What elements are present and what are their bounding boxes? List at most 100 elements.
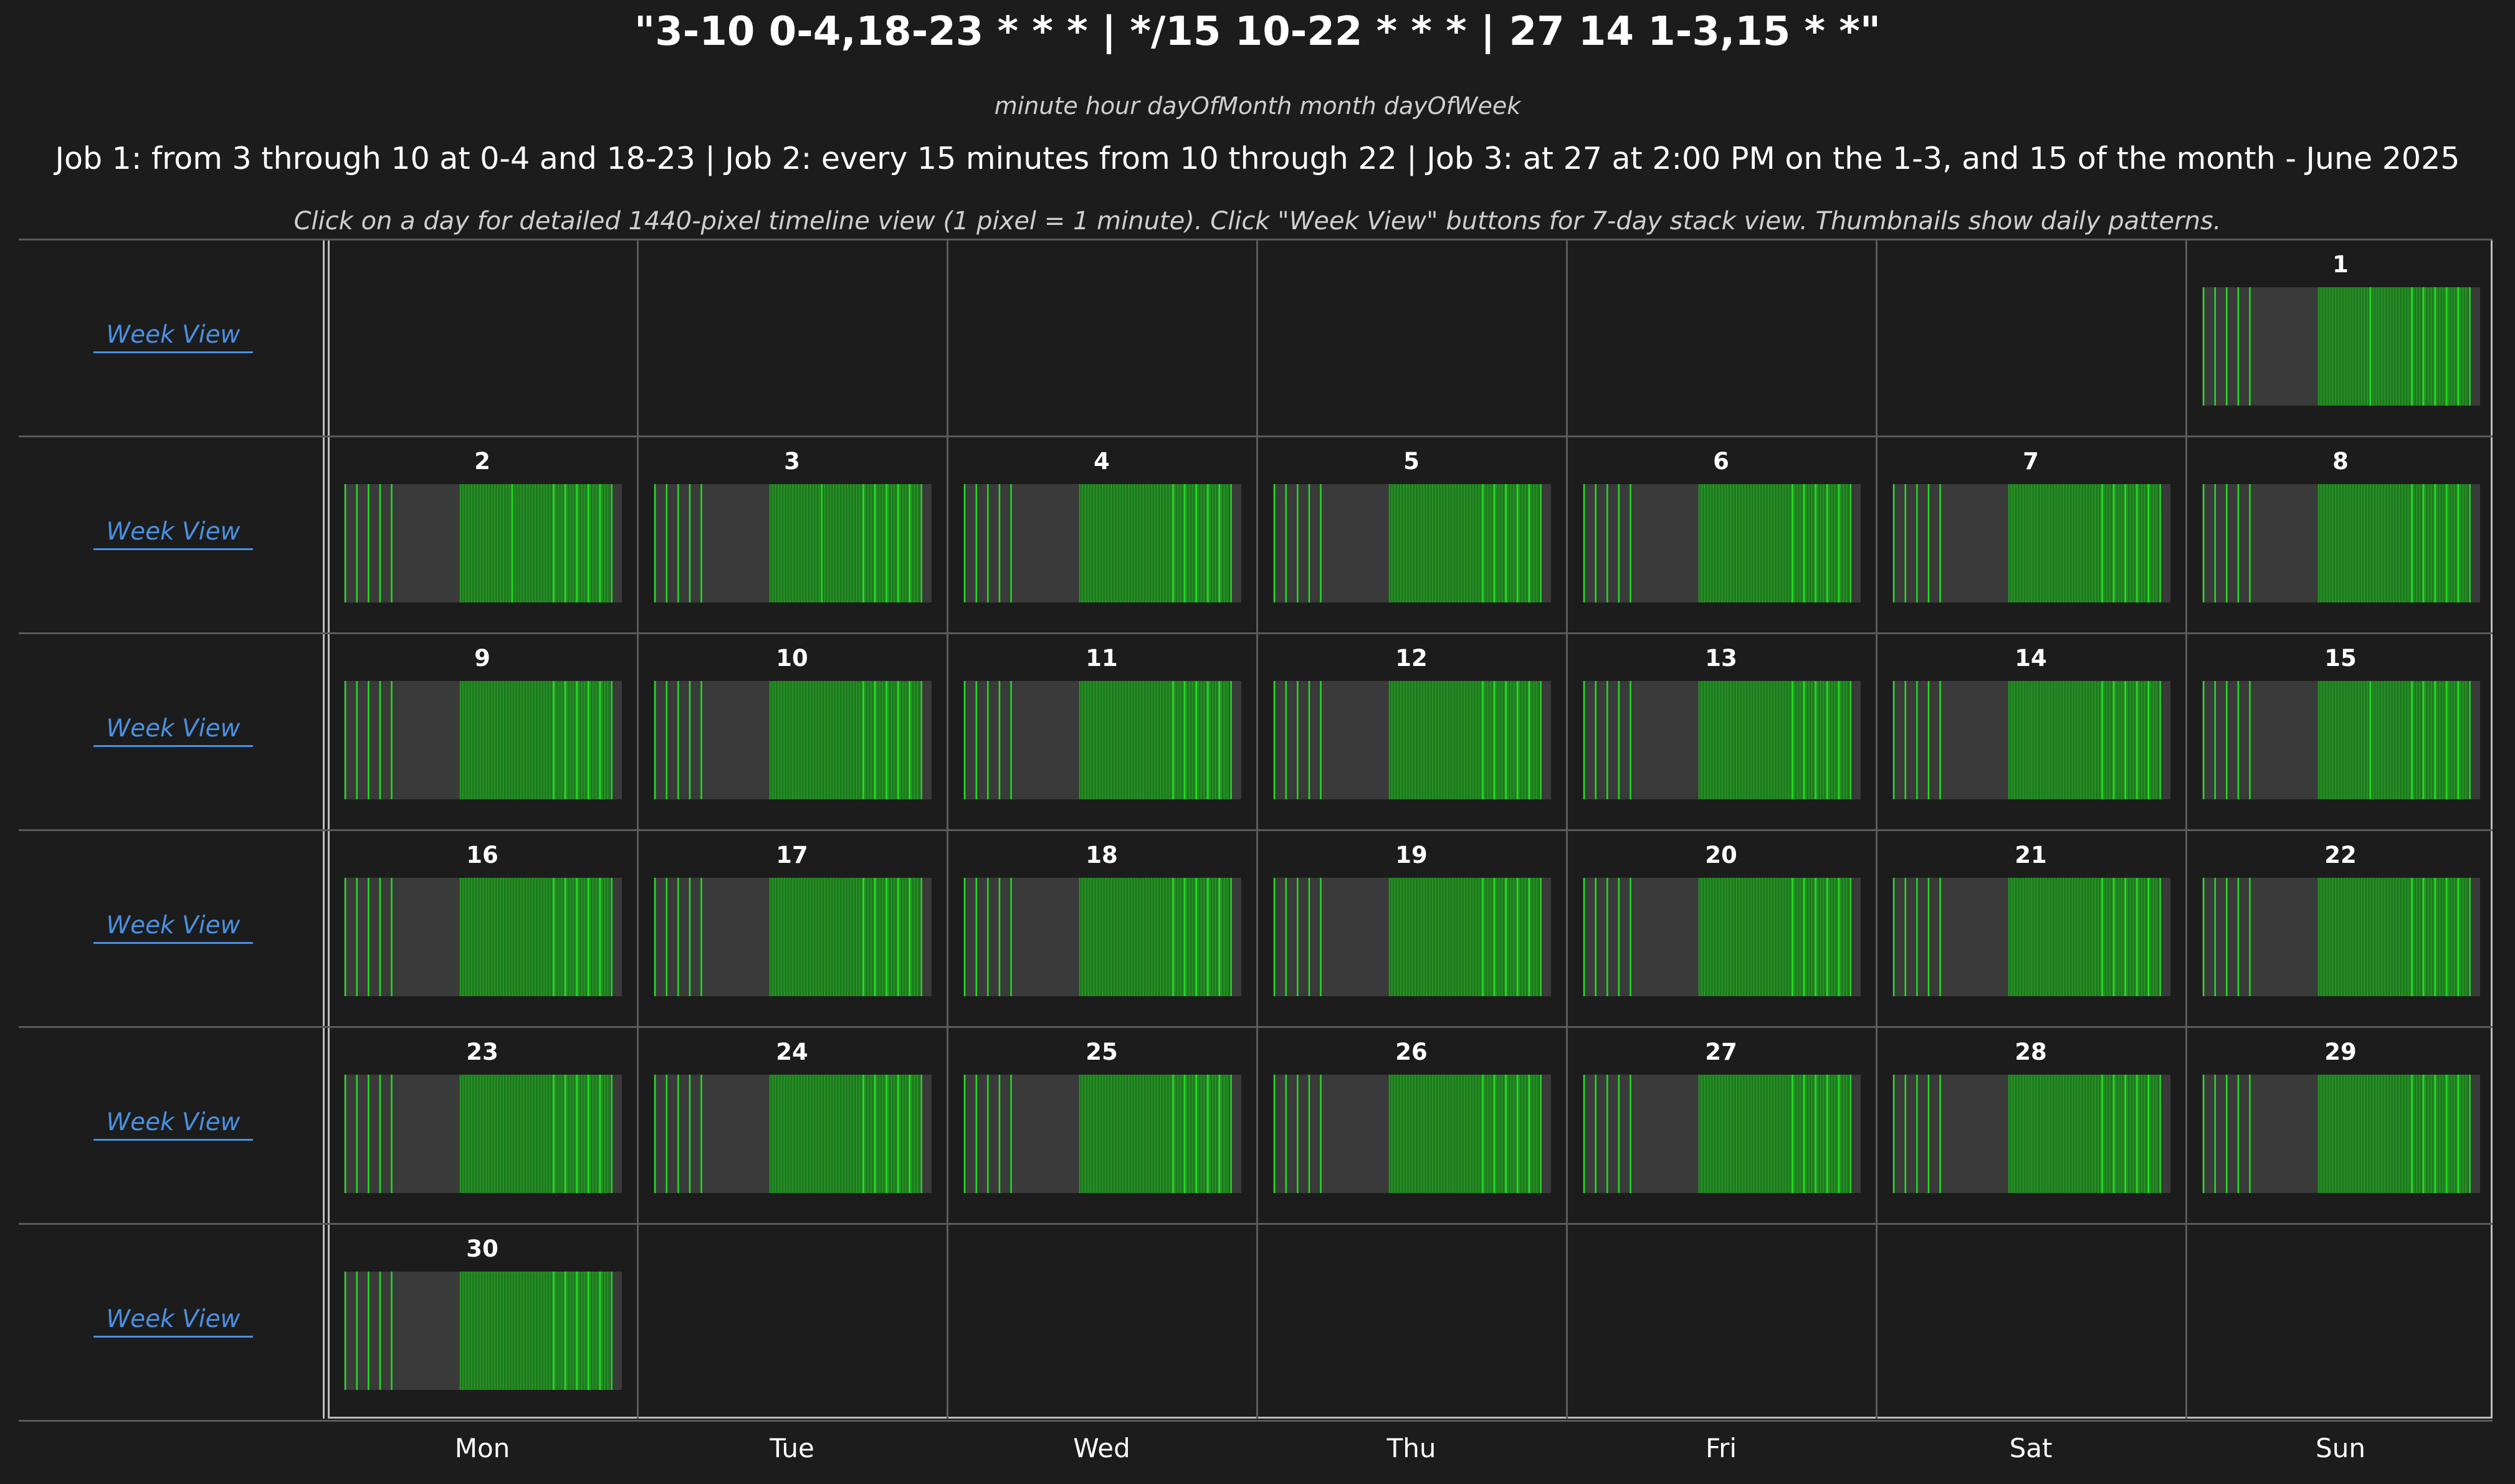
day-cell[interactable]: 15 <box>2186 632 2495 829</box>
day-number: 14 <box>2015 645 2047 672</box>
day-cell[interactable]: 7 <box>1876 435 2185 632</box>
timeline-svg <box>963 878 1232 996</box>
timeline-svg <box>1273 1075 1542 1193</box>
day-cell[interactable]: 21 <box>1876 829 2185 1026</box>
day-timeline-thumbnail[interactable] <box>1273 878 1551 996</box>
day-number: 24 <box>776 1039 808 1065</box>
day-number: 1 <box>2332 251 2349 278</box>
timeline-svg <box>654 1075 922 1193</box>
row-divider <box>19 829 2493 831</box>
timeline-svg <box>344 878 613 996</box>
week-view-button[interactable]: Week View <box>93 518 253 550</box>
weekday-label: Fri <box>1705 1433 1737 1463</box>
day-timeline-thumbnail[interactable] <box>1892 1075 2170 1193</box>
day-number: 11 <box>1086 645 1118 672</box>
week-view-button[interactable]: Week View <box>93 911 253 944</box>
day-timeline-thumbnail[interactable] <box>963 681 1241 799</box>
day-number: 29 <box>2324 1039 2357 1065</box>
day-cell[interactable]: 9 <box>328 632 637 829</box>
day-cell[interactable]: 10 <box>637 632 947 829</box>
day-number: 26 <box>1395 1039 1428 1065</box>
column-divider <box>637 239 639 1419</box>
day-timeline-thumbnail[interactable] <box>654 484 932 602</box>
timeline-svg <box>963 681 1232 799</box>
day-timeline-thumbnail[interactable] <box>654 878 932 996</box>
day-cell[interactable]: 29 <box>2186 1026 2495 1223</box>
day-timeline-thumbnail[interactable] <box>963 1075 1241 1193</box>
day-cell[interactable]: 11 <box>947 632 1256 829</box>
week-view-button[interactable]: Week View <box>93 321 253 353</box>
day-timeline-thumbnail[interactable] <box>344 878 622 996</box>
day-cell[interactable]: 2 <box>328 435 637 632</box>
day-timeline-thumbnail[interactable] <box>1273 1075 1551 1193</box>
day-cell[interactable]: 3 <box>637 435 947 632</box>
day-cell[interactable]: 28 <box>1876 1026 2185 1223</box>
day-number: 28 <box>2015 1039 2047 1065</box>
day-timeline-thumbnail[interactable] <box>344 484 622 602</box>
page-title: "3-10 0-4,18-23 * * * | */15 10-22 * * *… <box>634 9 1881 55</box>
day-cell[interactable]: 16 <box>328 829 637 1026</box>
day-timeline-thumbnail[interactable] <box>963 484 1241 602</box>
day-timeline-thumbnail[interactable] <box>344 681 622 799</box>
timeline-svg <box>2202 681 2471 799</box>
column-divider <box>1566 239 1568 1419</box>
row-divider <box>19 1223 2493 1225</box>
day-timeline-thumbnail[interactable] <box>2202 1075 2480 1193</box>
day-number: 8 <box>2332 448 2349 475</box>
day-cell[interactable]: 24 <box>637 1026 947 1223</box>
day-cell[interactable]: 4 <box>947 435 1256 632</box>
timeline-svg <box>654 878 922 996</box>
day-timeline-thumbnail[interactable] <box>1583 681 1861 799</box>
day-timeline-thumbnail[interactable] <box>1892 878 2170 996</box>
timeline-svg <box>1892 1075 2161 1193</box>
week-view-button[interactable]: Week View <box>93 1108 253 1141</box>
day-cell[interactable]: 25 <box>947 1026 1256 1223</box>
day-cell[interactable]: 26 <box>1257 1026 1566 1223</box>
day-cell[interactable]: 30 <box>328 1223 637 1420</box>
week-view-button[interactable]: Week View <box>93 1305 253 1338</box>
day-timeline-thumbnail[interactable] <box>2202 681 2480 799</box>
day-cell[interactable]: 14 <box>1876 632 2185 829</box>
day-number: 7 <box>2023 448 2039 475</box>
day-cell[interactable]: 19 <box>1257 829 1566 1026</box>
day-number: 19 <box>1395 842 1428 868</box>
day-timeline-thumbnail[interactable] <box>1583 878 1861 996</box>
weekday-label: Sat <box>2009 1433 2053 1463</box>
day-timeline-thumbnail[interactable] <box>2202 287 2480 406</box>
day-cell[interactable]: 5 <box>1257 435 1566 632</box>
day-cell[interactable]: 17 <box>637 829 947 1026</box>
timeline-svg <box>344 1075 613 1193</box>
day-cell[interactable]: 27 <box>1567 1026 1876 1223</box>
day-timeline-thumbnail[interactable] <box>1892 484 2170 602</box>
day-timeline-thumbnail[interactable] <box>2202 878 2480 996</box>
day-timeline-thumbnail[interactable] <box>654 1075 932 1193</box>
week-view-button[interactable]: Week View <box>93 715 253 747</box>
timeline-svg <box>963 484 1232 602</box>
day-number: 6 <box>1713 448 1729 475</box>
day-timeline-thumbnail[interactable] <box>963 878 1241 996</box>
day-cell[interactable]: 23 <box>328 1026 637 1223</box>
day-cell[interactable]: 13 <box>1567 632 1876 829</box>
day-timeline-thumbnail[interactable] <box>344 1272 622 1390</box>
day-cell[interactable]: 12 <box>1257 632 1566 829</box>
day-timeline-thumbnail[interactable] <box>2202 484 2480 602</box>
day-timeline-thumbnail[interactable] <box>654 681 932 799</box>
day-cell[interactable]: 8 <box>2186 435 2495 632</box>
day-timeline-thumbnail[interactable] <box>1892 681 2170 799</box>
day-cell[interactable]: 22 <box>2186 829 2495 1026</box>
day-timeline-thumbnail[interactable] <box>1273 484 1551 602</box>
day-cell[interactable]: 20 <box>1567 829 1876 1026</box>
day-timeline-thumbnail[interactable] <box>1583 1075 1861 1193</box>
day-timeline-thumbnail[interactable] <box>344 1075 622 1193</box>
day-cell[interactable]: 6 <box>1567 435 1876 632</box>
day-number: 4 <box>1094 448 1110 475</box>
day-timeline-thumbnail[interactable] <box>1583 484 1861 602</box>
day-cell[interactable]: 1 <box>2186 239 2495 435</box>
timeline-svg <box>1273 878 1542 996</box>
timeline-svg <box>1583 878 1851 996</box>
timeline-svg <box>2202 1075 2471 1193</box>
day-cell[interactable]: 18 <box>947 829 1256 1026</box>
timeline-svg <box>963 1075 1232 1193</box>
day-number: 3 <box>784 448 800 475</box>
day-timeline-thumbnail[interactable] <box>1273 681 1551 799</box>
